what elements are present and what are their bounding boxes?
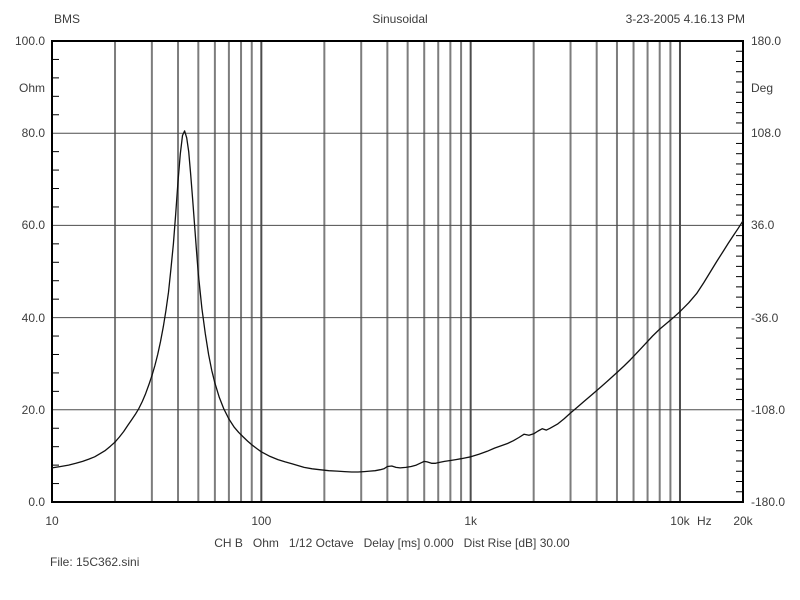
y-right-tick-label: -36.0 [751, 310, 779, 325]
y-left-tick-label: 0.0 [28, 495, 45, 509]
y-left-tick-label: 100.0 [14, 34, 45, 48]
impedance-trace [51, 130, 744, 473]
datetime-label: 3-23-2005 4.16.13 PM [625, 12, 745, 26]
y-left-tick-label: 80.0 [21, 126, 45, 141]
plot-border [51, 40, 744, 503]
vendor-label: BMS [54, 12, 81, 26]
x-axis-unit-label: Hz [697, 514, 712, 528]
y-left-tick-label: 40.0 [21, 310, 45, 325]
y-left-tick-label: 20.0 [21, 402, 45, 417]
measurement-settings-caption: CH B Ohm 1/12 Octave Delay [ms] 0.000 Di… [214, 536, 570, 550]
y-right-tick-label: 108.0 [751, 126, 782, 141]
file-name-label: File: 15C362.sini [50, 555, 140, 569]
measurement-title: Sinusoidal [372, 12, 428, 26]
y-left-unit-label: Ohm [18, 81, 45, 95]
y-right-tick-label: -108.0 [751, 402, 786, 417]
x-tick-label: 100 [251, 514, 272, 528]
y-right-tick-label: 36.0 [751, 218, 775, 233]
x-tick-label: 1k [464, 514, 477, 528]
x-tick-label: 20k [733, 514, 753, 528]
y-right-tick-label: -180.0 [751, 495, 786, 509]
y-right-unit-label: Deg [751, 81, 774, 95]
y-left-tick-label: 60.0 [21, 218, 45, 233]
x-tick-label: 10k [670, 514, 690, 528]
y-right-tick-label: 180.0 [751, 34, 782, 48]
x-tick-label: 10 [45, 514, 59, 528]
